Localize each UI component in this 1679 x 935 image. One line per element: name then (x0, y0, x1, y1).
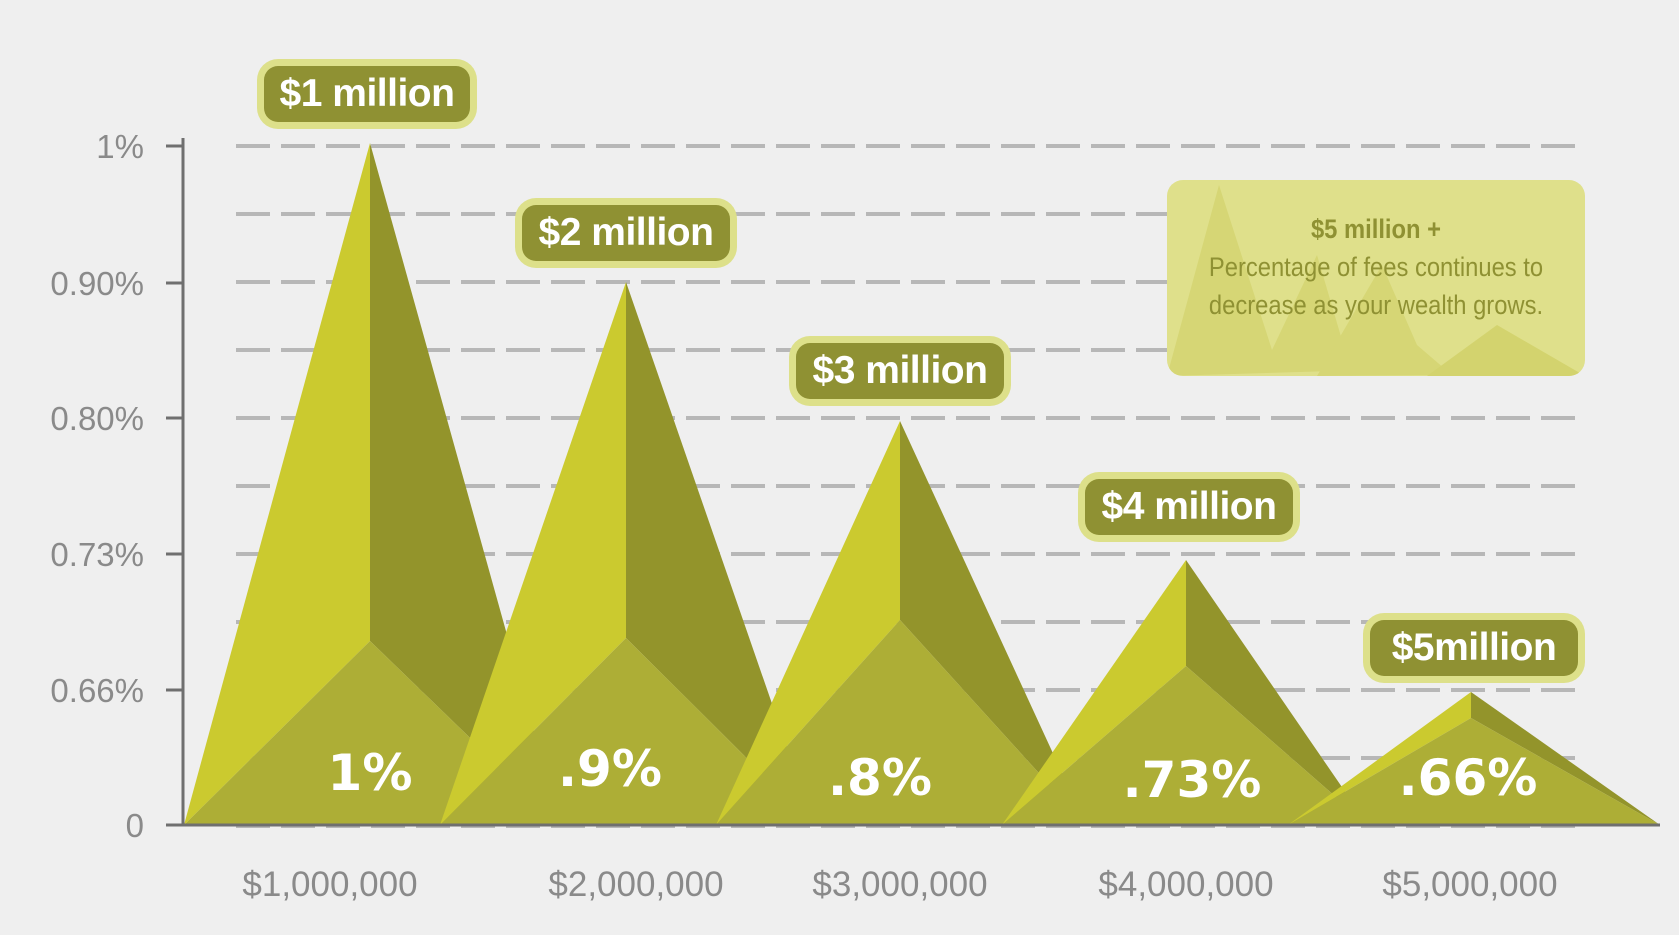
x-tick-label: $5,000,000 (1382, 865, 1557, 904)
mountain-watermark-icon (1167, 185, 1585, 376)
y-tick-label: 0 (126, 807, 144, 844)
peak-base (1002, 666, 1368, 825)
y-tick-label: 0.80% (50, 400, 144, 437)
percent-label: .73% (1123, 751, 1262, 809)
peak-base (440, 638, 814, 825)
peak-base (716, 620, 1086, 825)
peak-face-dark (626, 282, 814, 825)
peak-face-light (440, 282, 626, 825)
peak-face-dark (900, 421, 1086, 825)
percent-label: 1% (328, 744, 413, 802)
x-tick-label: $1,000,000 (242, 865, 417, 904)
y-tick-label: 0.73% (50, 536, 144, 573)
peak-base (1288, 718, 1660, 825)
y-tick-label: 1% (96, 128, 144, 165)
callout-title: $5 million + (1310, 214, 1442, 244)
peak-face-light (1002, 560, 1186, 825)
y-tick-label: 0.66% (50, 672, 144, 709)
percent-label: .66% (1399, 749, 1538, 807)
callout-line-2: decrease as your wealth grows. (1208, 290, 1544, 320)
percent-label: .8% (828, 749, 932, 807)
peak (1288, 692, 1660, 825)
axes (166, 138, 1660, 827)
peak (716, 421, 1086, 825)
x-tick-label: $3,000,000 (812, 865, 987, 904)
x-tick-label: $2,000,000 (548, 865, 723, 904)
value-bubble: $1 million (264, 66, 470, 122)
y-axis-tick-labels: 0 0.66% 0.73% 0.80% 0.90% 1% (50, 128, 144, 844)
x-tick-label: $4,000,000 (1098, 865, 1273, 904)
value-bubble: $3 million (796, 343, 1004, 399)
peak-face-dark (1471, 692, 1660, 825)
peak (1002, 560, 1368, 825)
peak-face-light (1288, 692, 1471, 825)
value-bubble: $4 million (1085, 479, 1293, 535)
percent-labels: 1% .9% .8% .73% .66% (328, 740, 1538, 809)
info-callout: $5 million + Percentage of fees continue… (1167, 180, 1585, 376)
percent-label: .9% (558, 740, 662, 798)
value-bubble: $5million (1370, 620, 1578, 676)
peak (440, 282, 814, 825)
peak-face-light (716, 421, 900, 825)
peak-face-dark (1186, 560, 1368, 825)
peak-face-light (184, 143, 370, 825)
value-bubble: $2 million (522, 205, 730, 261)
peaks (184, 143, 1660, 825)
y-tick-label: 0.90% (50, 265, 144, 302)
x-axis-tick-labels: $1,000,000 $2,000,000 $3,000,000 $4,000,000… (242, 865, 1557, 904)
callout-line-1: Percentage of fees continues to (1208, 252, 1544, 282)
